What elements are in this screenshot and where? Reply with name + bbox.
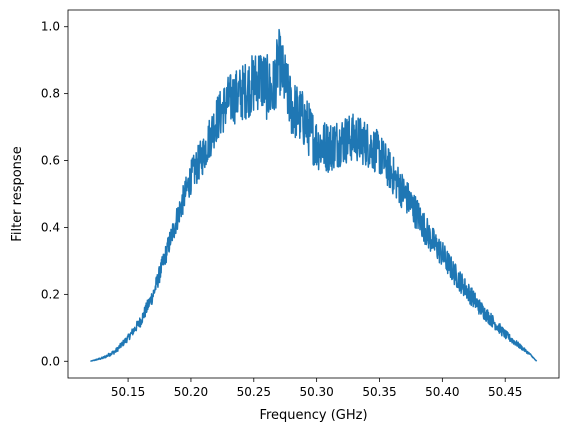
series-line [89, 28, 538, 363]
x-tick-label: 50.35 [362, 385, 396, 399]
y-axis-label: Filter response [10, 146, 25, 241]
x-tick-label: 50.40 [425, 385, 459, 399]
y-tick-label: 0.8 [41, 87, 60, 101]
y-tick-label: 0.0 [41, 354, 60, 368]
plot-area [68, 10, 559, 378]
y-tick-label: 1.0 [41, 20, 60, 34]
x-axis: 50.15 50.20 50.25 50.30 50.35 50.40 50.45 [111, 378, 522, 399]
x-tick-label: 50.25 [237, 385, 271, 399]
x-axis-label: Frequency (GHz) [259, 408, 367, 423]
y-axis: 0.0 0.2 0.4 0.6 0.8 1.0 [41, 20, 68, 368]
series-layer [89, 28, 538, 363]
x-tick-label: 50.45 [488, 385, 522, 399]
y-tick-label: 0.6 [41, 154, 60, 168]
y-tick-label: 0.2 [41, 287, 60, 301]
x-tick-label: 50.15 [111, 385, 145, 399]
x-tick-label: 50.20 [174, 385, 208, 399]
y-tick-label: 0.4 [41, 220, 60, 234]
plot-frame [67, 9, 560, 379]
x-tick-label: 50.30 [299, 385, 333, 399]
